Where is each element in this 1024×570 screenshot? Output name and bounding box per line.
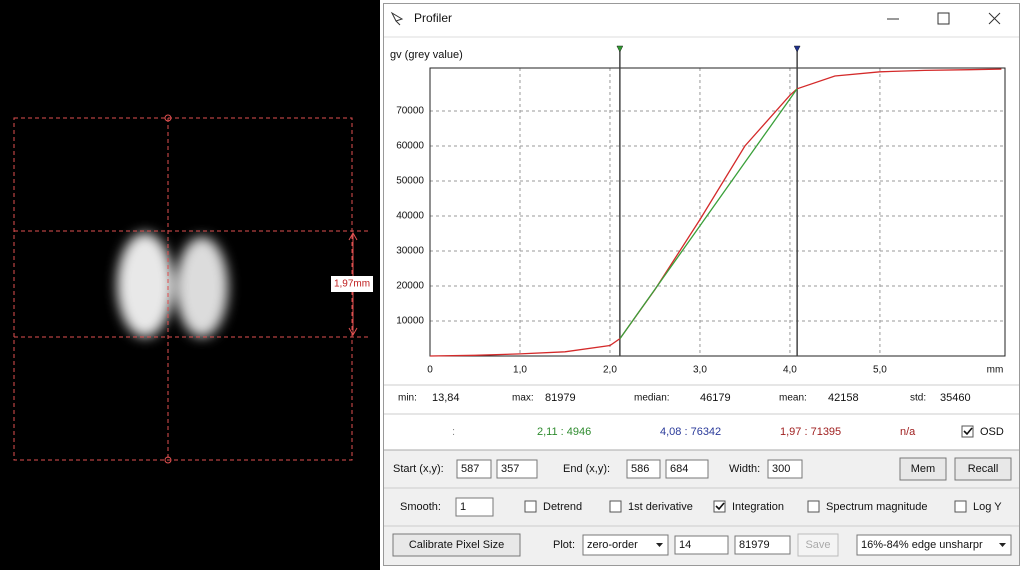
y-tick-label: 40000 <box>396 211 424 222</box>
x-tick-label: 1,0 <box>513 365 527 376</box>
close-button[interactable] <box>988 12 1001 25</box>
checkbox[interactable] <box>954 500 967 513</box>
checkbox-label: Spectrum magnitude <box>826 501 928 513</box>
button[interactable] <box>797 533 839 557</box>
measure-box <box>331 276 373 292</box>
input-value: 14 <box>679 539 691 551</box>
label: Smooth: <box>400 501 441 513</box>
data-line <box>619 88 798 340</box>
checkbox[interactable] <box>807 500 820 513</box>
x-tick-label: 2,0 <box>603 365 617 376</box>
stat-value: 13,84 <box>432 392 460 404</box>
y-tick-label: 30000 <box>396 246 424 257</box>
input-value: 1 <box>460 501 466 513</box>
input-value: 587 <box>461 463 479 475</box>
stat-label: median: <box>634 393 670 404</box>
stat-value: 81979 <box>545 392 576 404</box>
x-tick-label: 3,0 <box>693 365 707 376</box>
x-tick-label: 4,0 <box>783 365 797 376</box>
text-input[interactable] <box>626 459 661 479</box>
checkbox-label: Log Y <box>973 501 1002 513</box>
checkbox[interactable] <box>609 500 622 513</box>
x-axis-label: mm <box>987 365 1004 376</box>
status-text: n/a <box>900 426 916 438</box>
button-label: Save <box>805 539 830 551</box>
stat-value: 42158 <box>828 392 859 404</box>
status-text: 4,08 : 76342 <box>660 426 721 438</box>
dropdown-arrow <box>999 543 1006 547</box>
cursor-marker[interactable] <box>616 45 624 53</box>
checkbox[interactable] <box>713 500 726 513</box>
button[interactable] <box>954 457 1012 481</box>
checkbox-label: 1st derivative <box>628 501 693 513</box>
text-input[interactable] <box>767 459 803 479</box>
dropdown-arrow <box>656 543 663 547</box>
checkbox-label: OSD <box>980 426 1004 438</box>
app-icon <box>390 11 404 26</box>
stat-label: max: <box>512 393 534 404</box>
button[interactable] <box>899 457 947 481</box>
button-label: Calibrate Pixel Size <box>409 539 504 551</box>
input-value: 81979 <box>739 539 770 551</box>
text-input[interactable] <box>496 459 538 479</box>
stat-label: std: <box>910 393 926 404</box>
label: End (x,y): <box>563 463 610 475</box>
check-mark <box>963 427 973 436</box>
dropdown[interactable] <box>582 534 669 556</box>
y-tick-label: 20000 <box>396 281 424 292</box>
label: Width: <box>729 463 760 475</box>
y-tick-label: 10000 <box>396 316 424 327</box>
button-label: Mem <box>911 463 935 475</box>
y-tick-label: 70000 <box>396 106 424 117</box>
handle[interactable] <box>164 456 172 464</box>
handle[interactable] <box>164 114 172 122</box>
checkbox-label: Detrend <box>543 501 582 513</box>
stat-value: 35460 <box>940 392 971 404</box>
arrow-heads <box>348 231 358 337</box>
stat-label: min: <box>398 393 417 404</box>
input-value: 586 <box>631 463 649 475</box>
window-title: Profiler <box>414 11 452 25</box>
label: Plot: <box>553 539 575 551</box>
button[interactable] <box>392 533 521 557</box>
text-input[interactable] <box>455 497 494 517</box>
maximize-button[interactable] <box>937 12 950 25</box>
input-value: 357 <box>501 463 519 475</box>
dropdown-value: 16%-84% edge unsharpr <box>861 539 983 551</box>
x-tick-label: 5,0 <box>873 365 887 376</box>
stat-label: mean: <box>779 393 807 404</box>
label: Start (x,y): <box>393 463 444 475</box>
dropdown[interactable] <box>856 534 1012 556</box>
cursor-marker[interactable] <box>793 45 801 53</box>
y-axis-label: gv (grey value) <box>390 49 463 61</box>
status-text: 1,97 : 71395 <box>780 426 841 438</box>
checkbox[interactable] <box>524 500 537 513</box>
text-input[interactable] <box>665 459 709 479</box>
plot-frame <box>429 67 1006 357</box>
data-line <box>429 68 1002 357</box>
button-label: Recall <box>968 463 999 475</box>
measure-label: 1,97mm <box>334 279 370 290</box>
checkbox-label: Integration <box>732 501 784 513</box>
text-input[interactable] <box>456 459 492 479</box>
input-value: 684 <box>670 463 688 475</box>
text-input[interactable] <box>674 535 729 555</box>
stat-value: 46179 <box>700 392 731 404</box>
x-tick-label: 0 <box>427 365 433 376</box>
specimen <box>117 233 228 337</box>
check-mark <box>715 502 725 511</box>
y-tick-label: 60000 <box>396 141 424 152</box>
checkbox[interactable] <box>961 425 974 438</box>
roi-overlay <box>13 117 368 461</box>
status-text: 2,11 : 4946 <box>537 426 591 438</box>
dropdown-value: zero-order <box>587 539 638 551</box>
status-text: : <box>452 426 455 438</box>
y-tick-label: 50000 <box>396 176 424 187</box>
text-input[interactable] <box>734 535 791 555</box>
input-value: 300 <box>772 463 790 475</box>
